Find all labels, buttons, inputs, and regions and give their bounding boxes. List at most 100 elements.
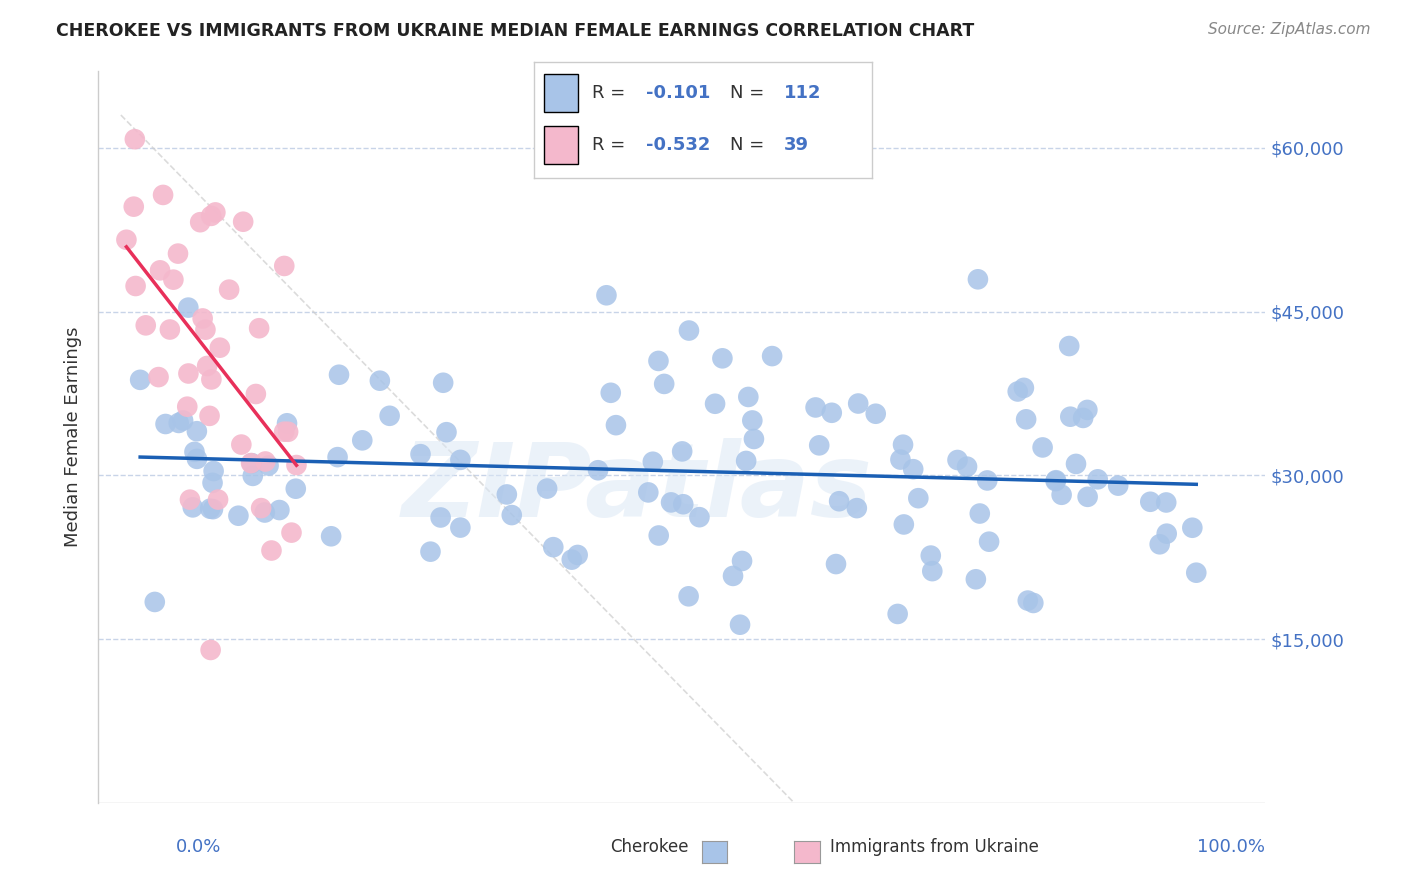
FancyBboxPatch shape [544,74,578,112]
Point [198,501,221,516]
Point [429,510,451,524]
Point [711,351,734,366]
Text: Immigrants from Ukraine: Immigrants from Ukraine [830,838,1039,856]
Point [218,283,240,297]
Point [1181,521,1204,535]
Point [201,475,224,490]
Point [737,390,759,404]
Text: Cherokee: Cherokee [610,838,689,856]
Point [115,233,138,247]
Point [672,497,695,511]
Point [419,544,441,558]
Point [825,557,848,571]
Point [671,444,693,458]
Point [721,569,744,583]
Point [536,482,558,496]
Text: N =: N = [730,84,765,102]
Text: 0.0%: 0.0% [176,838,221,856]
Point [605,418,627,433]
Point [143,595,166,609]
Point [967,272,990,286]
Point [1017,593,1039,607]
Point [567,548,589,562]
Text: -0.101: -0.101 [645,84,710,102]
Point [889,452,911,467]
Point [688,510,710,524]
Point [808,438,831,452]
Point [194,323,217,337]
Point [188,215,211,229]
Point [886,607,908,621]
Point [956,459,979,474]
Point [260,543,283,558]
Point [257,458,280,473]
Point [1012,381,1035,395]
Point [228,508,250,523]
Point [179,492,201,507]
Point [352,434,374,448]
Point [276,417,298,431]
Point [449,520,471,534]
Point [277,425,299,439]
Point [273,425,295,439]
Y-axis label: Median Female Earnings: Median Female Earnings [63,326,82,548]
Point [907,491,929,506]
Point [328,368,350,382]
Point [284,482,307,496]
Point [865,407,887,421]
Point [828,494,851,508]
Point [495,487,517,501]
Point [678,590,700,604]
Point [200,372,222,386]
Point [152,188,174,202]
Point [186,424,208,438]
Point [561,552,583,566]
Point [195,359,218,373]
Text: R =: R = [592,136,624,153]
Point [1007,384,1029,399]
Point [845,501,868,516]
Point [659,495,682,509]
Point [135,318,157,333]
Point [183,445,205,459]
Point [245,387,267,401]
Point [1059,409,1081,424]
Point [167,416,190,430]
Point [742,432,765,446]
Point [254,454,277,468]
Point [821,406,844,420]
Point [1107,478,1129,492]
Point [148,370,170,384]
Point [285,458,308,472]
Point [1032,441,1054,455]
Text: 39: 39 [785,136,808,153]
Point [191,311,214,326]
Point [1050,488,1073,502]
Point [965,572,987,586]
Point [921,564,943,578]
Point [946,453,969,467]
Point [846,396,869,410]
Point [240,456,263,470]
Point [253,506,276,520]
Point [155,417,177,431]
Point [280,525,302,540]
Point [893,517,915,532]
Point [891,438,914,452]
Point [735,454,758,468]
Point [159,322,181,336]
Point [1076,403,1098,417]
Point [704,397,727,411]
Text: 112: 112 [785,84,821,102]
Point [1139,495,1161,509]
Point [177,301,200,315]
Point [599,385,621,400]
Point [202,464,225,478]
Point [172,413,194,427]
Point [1045,474,1067,488]
Point [247,321,270,335]
Point [368,374,391,388]
Point [200,209,222,223]
Point [177,367,200,381]
Text: 100.0%: 100.0% [1198,838,1265,856]
